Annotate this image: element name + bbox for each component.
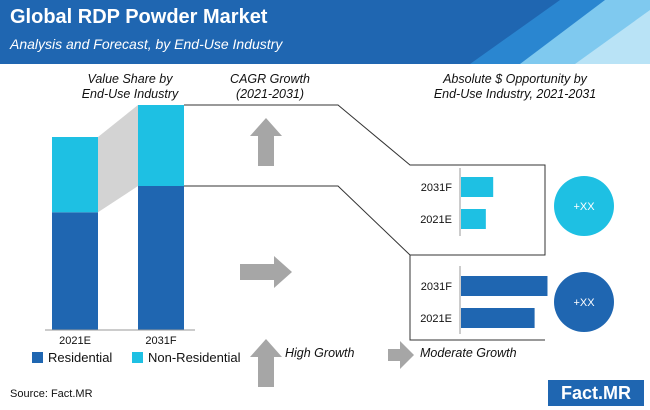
legend-residential: Residential — [32, 350, 112, 365]
high-growth-icon — [250, 339, 282, 387]
share-tick-label: 2021E — [59, 335, 91, 347]
opportunity-badge-label: +XX — [573, 201, 595, 213]
cagr-heading: CAGR Growth (2021-2031) — [230, 72, 310, 101]
hbar-residential-2021E — [461, 308, 535, 328]
header-decoration — [470, 0, 650, 64]
legend-non-residential: Non-Residential — [132, 350, 241, 365]
bar-residential-2021E — [52, 212, 98, 330]
share-tick-label: 2031F — [145, 335, 176, 347]
hbar-tick-label: 2031F — [421, 182, 452, 194]
hbar-tick-label: 2021E — [420, 214, 452, 226]
legend-label-residential: Residential — [48, 350, 113, 365]
hbar-non-residential-2021E — [461, 209, 486, 229]
value-share-heading: Value Share by End-Use Industry — [81, 72, 179, 101]
moderate-growth-label: Moderate Growth — [420, 346, 517, 360]
header-banner: Global RDP Powder Market Analysis and Fo… — [0, 0, 650, 64]
cagr-arrow-residential — [240, 256, 292, 288]
share-connector — [98, 105, 138, 213]
page-title: Global RDP Powder Market — [10, 6, 268, 28]
bar-residential-2031F — [138, 186, 184, 330]
cagr-arrow-non-residential — [250, 118, 282, 166]
fact-mr-logo: Fact.MR — [548, 380, 644, 406]
connector-residential — [409, 255, 545, 341]
opportunity-heading: Absolute $ Opportunity by End-Use Indust… — [433, 72, 597, 101]
legend-label-non-residential: Non-Residential — [148, 350, 241, 365]
bar-non-residential-2021E — [52, 137, 98, 213]
moderate-growth-icon — [388, 341, 414, 369]
legend-swatch-residential — [32, 352, 43, 363]
opportunity-badge-circle — [554, 176, 614, 236]
opportunity-badge-label: +XX — [573, 297, 595, 309]
page-subtitle: Analysis and Forecast, by End-Use Indust… — [10, 36, 283, 52]
hbar-tick-label: 2021E — [420, 313, 452, 325]
hbar-residential-2031F — [461, 276, 548, 296]
high-growth-label: High Growth — [285, 346, 355, 360]
opportunity-badge-circle — [554, 272, 614, 332]
connector-non-residential — [184, 104, 546, 256]
hbar-non-residential-2031F — [461, 177, 494, 197]
bar-non-residential-2031F — [138, 105, 184, 186]
legend-swatch-non-residential — [132, 352, 143, 363]
hbar-tick-label: 2031F — [421, 281, 452, 293]
source-note: Source: Fact.MR — [10, 388, 93, 400]
